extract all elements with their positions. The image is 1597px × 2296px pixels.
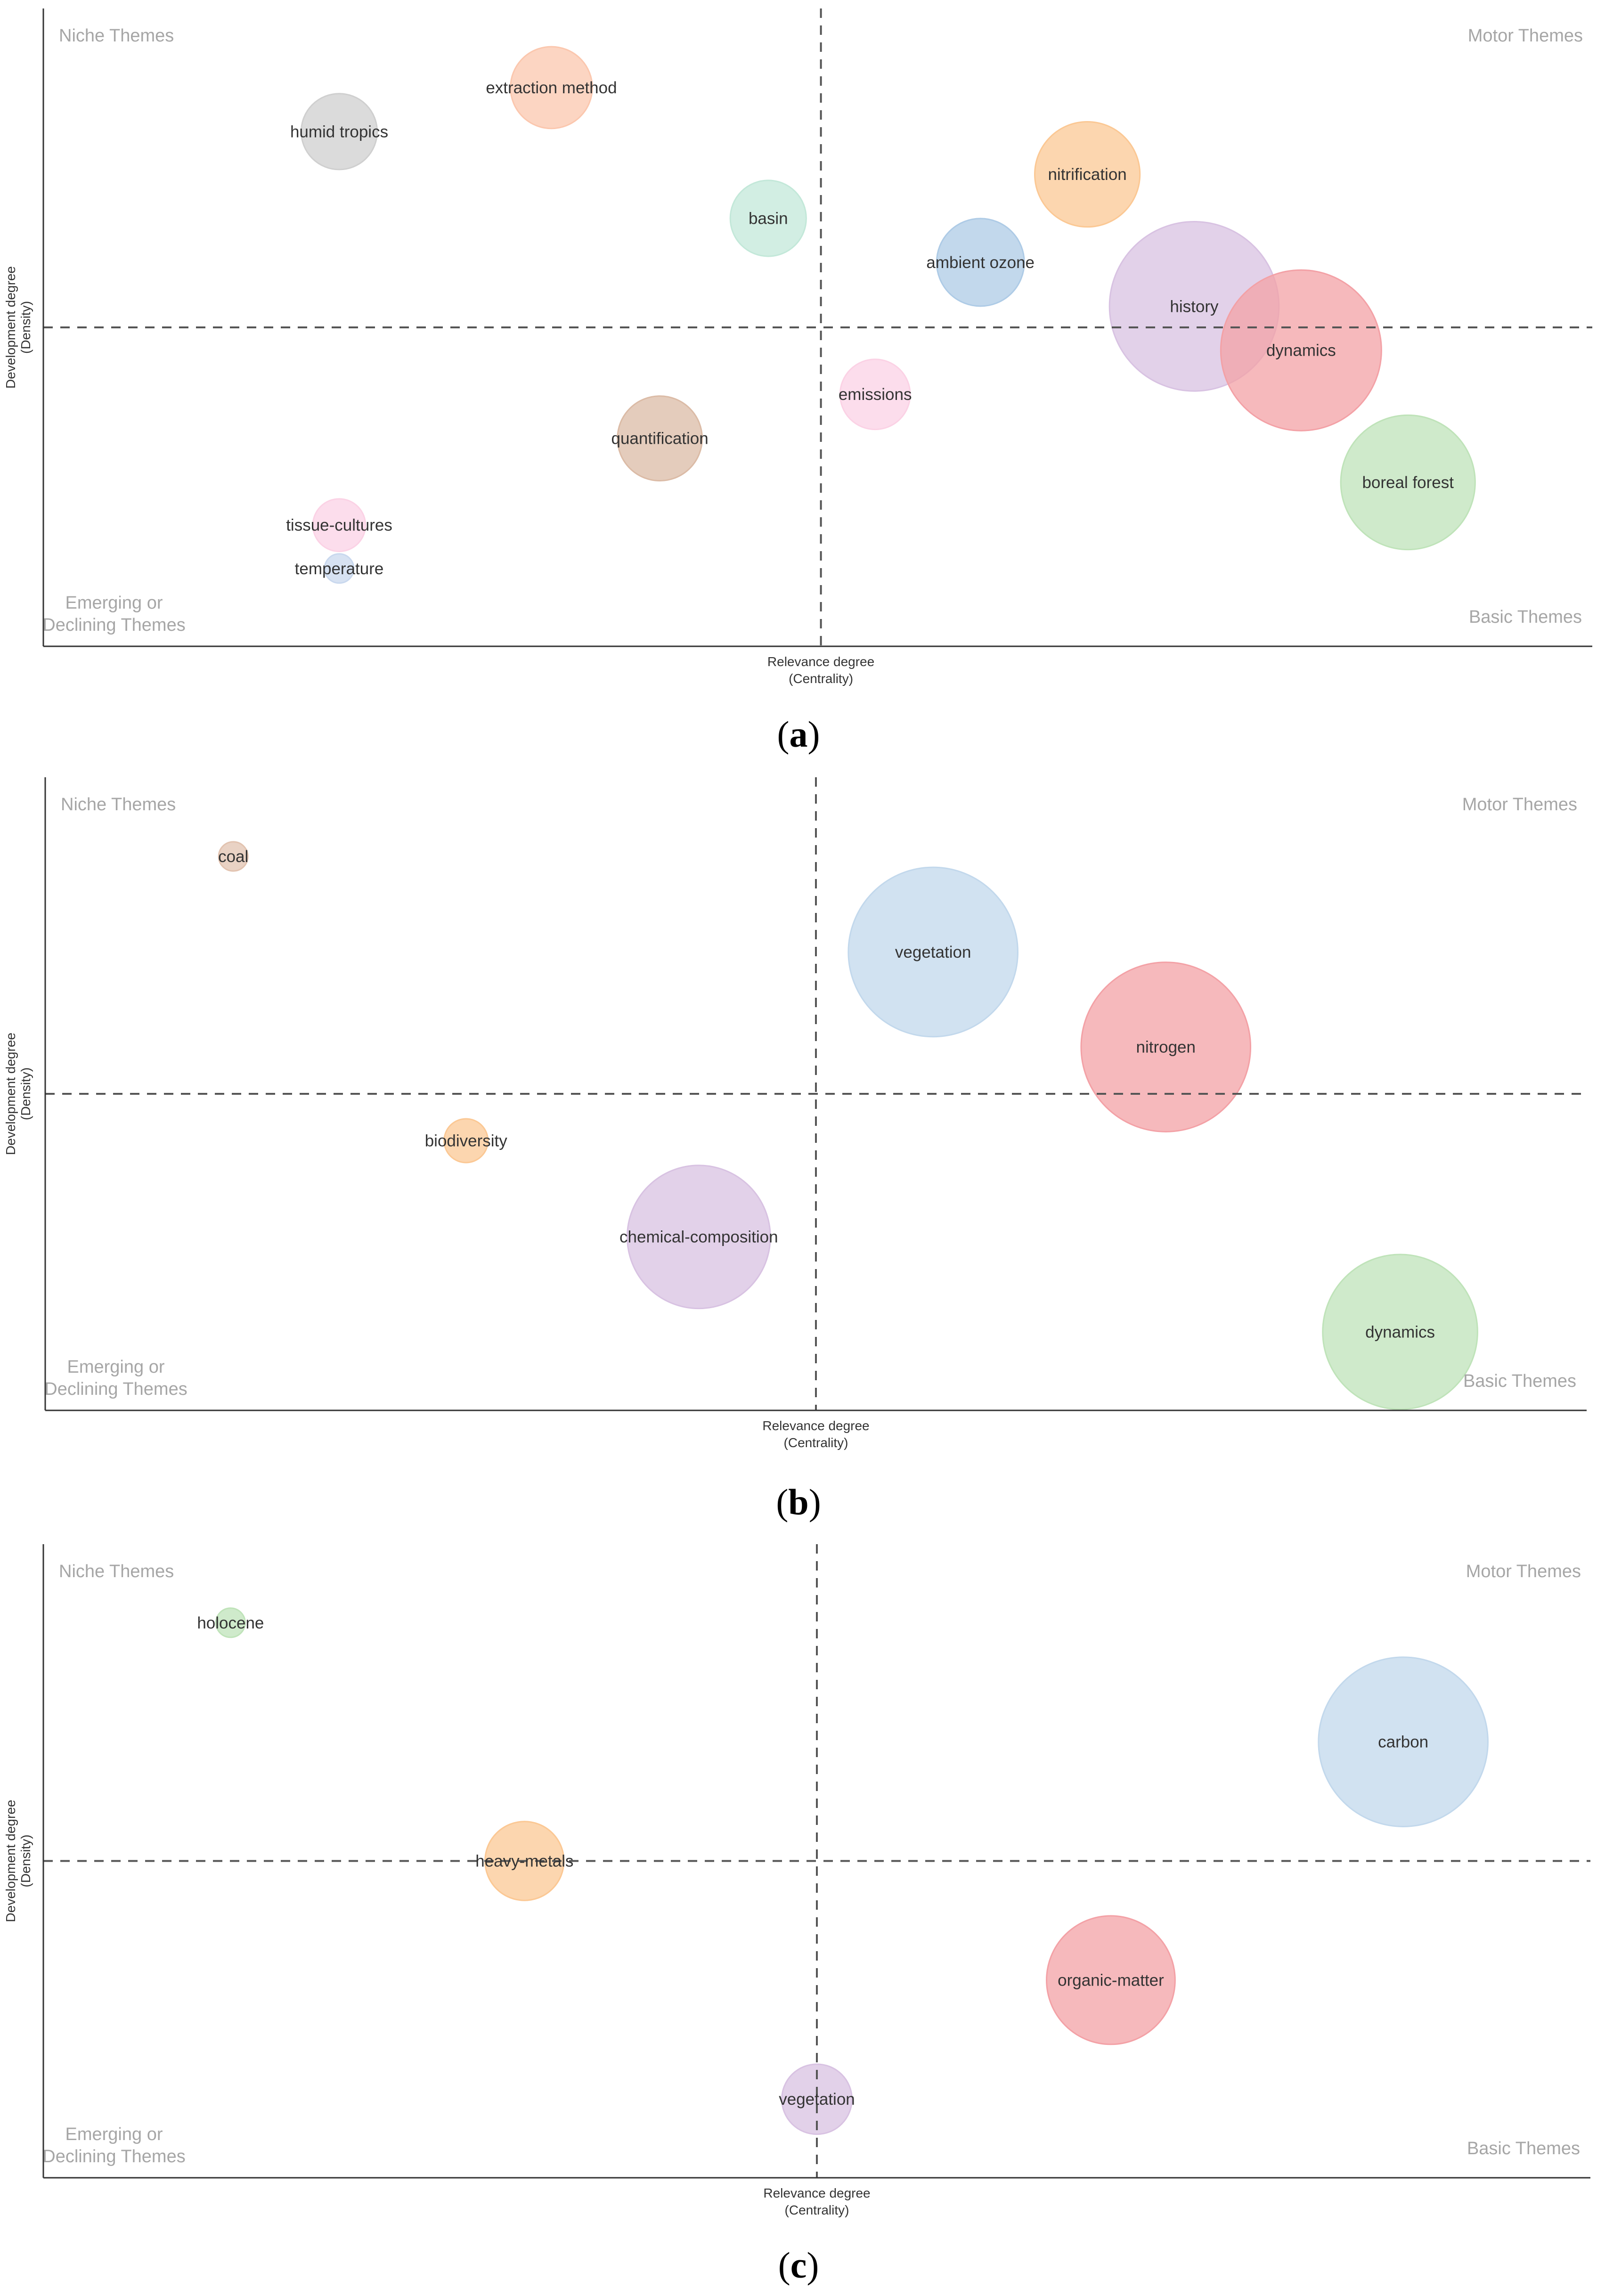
quadrant-emerging-line2: Declining Themes [42,2147,185,2166]
bubble-basin [729,179,807,257]
panel-caption: (a) [777,714,820,755]
bubble-vegetation [847,866,1018,1038]
bubble-label-quantification: quantification [611,430,708,448]
x-axis-subtitle: (Centrality) [785,2203,849,2217]
bubble-emissions [839,358,911,431]
bubble-label-coal: coal [218,847,248,866]
bubble-nitrogen [1080,961,1252,1132]
bubble-holocene [215,1607,246,1638]
y-axis-subtitle: (Density) [18,1834,33,1887]
bubble-label-holocene: holocene [197,1614,264,1632]
bubble-ambient-ozone [936,218,1025,307]
bubble-humid-tropics [300,93,378,171]
y-axis-subtitle: (Density) [18,1067,33,1120]
caption-letter: c [790,2245,807,2286]
quadrant-basic-themes: Basic Themes [1469,607,1582,627]
quadrant-niche-themes: Niche Themes [59,26,174,46]
bubble-label-tissue-cultures: tissue-cultures [286,516,392,535]
quadrant-motor-themes: Motor Themes [1466,1562,1581,1581]
caption-letter: a [790,714,808,755]
bubble-carbon [1318,1656,1489,1827]
bubble-quantification [617,395,703,481]
bubble-organic-matter [1046,1915,1176,2045]
quadrant-motor-themes: Motor Themes [1462,795,1577,814]
chart-c-bubbles [215,1607,1489,2135]
bubble-label-dynamics: dynamics [1266,342,1336,360]
thematic-map-b: coal vegetation nitrogen biodiversity chemic… [0,768,1597,1536]
bubble-biodiversity [443,1118,489,1164]
bubble-label-dynamics: dynamics [1365,1323,1435,1341]
bubble-label-vegetation: vegetation [779,2090,855,2109]
thematic-map-c: holocene carbon heavy-metals organic-matter… [0,1536,1597,2296]
quadrant-emerging-line1: Emerging or [65,593,163,613]
chart-c-svg: holocene carbon heavy-metals organic-matter… [3,1544,1590,2286]
y-axis-title: Development degree [3,1033,18,1155]
quadrant-basic-themes: Basic Themes [1467,2139,1580,2158]
bubble-label-emissions: emissions [839,385,912,404]
bubble-temperature [324,553,355,584]
chart-b-labels: coal vegetation nitrogen biodiversity chemic… [218,847,1435,1341]
chart-c-labels: holocene carbon heavy-metals organic-matter… [197,1614,1428,2109]
bubble-label-boreal-forest: boreal forest [1362,473,1454,492]
bubble-extraction-method [510,46,593,130]
chart-a-svg: extraction method humid tropics nitrificat… [3,8,1592,755]
chart-b-bubbles [218,841,1478,1410]
bubble-label-history: history [1170,297,1219,316]
x-axis-subtitle: (Centrality) [784,1435,848,1450]
quadrant-basic-themes: Basic Themes [1463,1371,1576,1391]
bubble-label-extraction-method: extraction method [486,79,617,97]
bubble-label-heavy-metals: heavy-metals [475,1852,573,1871]
y-axis-title: Development degree [3,266,18,389]
bubble-label-nitrogen: nitrogen [1136,1038,1196,1057]
bubble-label-humid-tropics: humid tropics [290,122,388,141]
y-axis-subtitle: (Density) [18,301,33,354]
bubble-boreal-forest [1340,414,1476,551]
panel-caption: (b) [776,1482,821,1523]
bubble-vegetation [781,2063,853,2135]
x-axis-title: Relevance degree [762,1418,869,1433]
quadrant-motor-themes: Motor Themes [1468,26,1583,46]
quadrant-emerging-line1: Emerging or [67,1357,165,1377]
caption-letter: b [788,1482,808,1523]
bubble-label-basin: basin [749,209,788,228]
chart-a-labels: extraction method humid tropics nitrificat… [286,79,1454,578]
quadrant-niche-themes: Niche Themes [59,1562,174,1581]
bubble-label-chemical-composition: chemical-composition [619,1228,778,1246]
bubble-label-nitrification: nitrification [1048,165,1126,184]
bubble-label-organic-matter: organic-matter [1058,1971,1164,1989]
bubble-nitrification [1034,121,1141,228]
bubble-coal [218,841,249,872]
panel-caption: (c) [778,2245,819,2286]
quadrant-niche-themes: Niche Themes [61,795,176,814]
x-axis-title: Relevance degree [767,654,874,669]
bubble-label-carbon: carbon [1378,1733,1428,1751]
quadrant-emerging-line2: Declining Themes [42,615,185,635]
thematic-map-a: extraction method humid tropics nitrificat… [0,0,1597,768]
quadrant-emerging-line1: Emerging or [65,2125,163,2144]
x-axis-title: Relevance degree [763,2186,870,2200]
bubble-label-ambient-ozone: ambient ozone [926,253,1035,272]
x-axis-subtitle: (Centrality) [789,671,853,686]
y-axis-title: Development degree [3,1800,18,1922]
quadrant-emerging-line2: Declining Themes [44,1379,187,1399]
chart-a-bubbles [300,46,1476,584]
chart-b-svg: coal vegetation nitrogen biodiversity chemic… [3,777,1587,1523]
bubble-label-temperature: temperature [295,560,384,578]
bubble-tissue-cultures [312,498,367,553]
bubble-dynamics [1220,269,1382,432]
bubble-dynamics [1322,1254,1478,1410]
bubble-chemical-composition [626,1164,771,1310]
bubble-label-biodiversity: biodiversity [425,1132,508,1150]
bubble-label-vegetation: vegetation [895,943,971,961]
